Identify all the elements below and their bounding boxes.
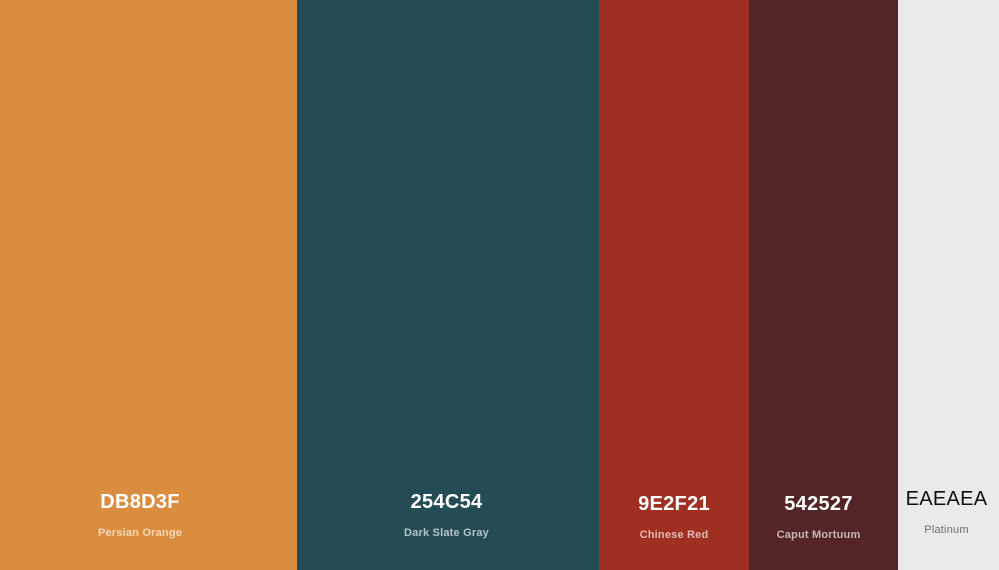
swatch-info: 542527 Caput Mortuum [739,492,898,542]
color-hex-code[interactable]: 254C54 [410,491,483,513]
swatch-info: DB8D3F Persian Orange [0,490,297,540]
swatch-info: 9E2F21 Chinese Red [599,492,749,542]
color-hex-code[interactable]: DB8D3F [100,491,180,513]
color-swatch-dark-slate-gray[interactable]: 254C54 Dark Slate Gray [297,0,599,570]
color-swatch-caput-mortuum[interactable]: 542527 Caput Mortuum [749,0,898,570]
color-name: Caput Mortuum [776,529,861,541]
color-name: Persian Orange [97,527,183,539]
color-swatch-platinum[interactable]: EAEAEA Platinum [898,0,999,570]
color-swatch-persian-orange[interactable]: DB8D3F Persian Orange [0,0,297,570]
swatch-info: EAEAEA Platinum [894,487,999,537]
color-name: Dark Slate Gray [404,527,489,539]
color-name: Platinum [924,524,969,536]
color-hex-code[interactable]: 9E2F21 [638,493,710,515]
color-swatch-chinese-red[interactable]: 9E2F21 Chinese Red [599,0,749,570]
color-name: Chinese Red [639,529,709,541]
color-hex-code[interactable]: 542527 [784,493,853,515]
swatch-info: 254C54 Dark Slate Gray [294,490,599,540]
color-hex-code[interactable]: EAEAEA [905,488,988,510]
